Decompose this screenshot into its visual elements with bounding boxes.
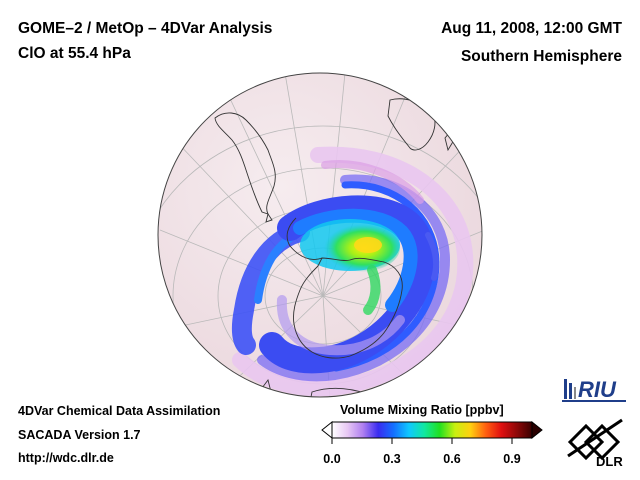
subtitle-right: Southern Hemisphere bbox=[460, 48, 622, 65]
colorbar-tick-label: 0.6 bbox=[443, 452, 461, 466]
colorbar bbox=[321, 420, 543, 444]
colorbar-title: Volume Mixing Ratio [ppbv] bbox=[340, 403, 504, 417]
colorbar-tick-label: 0.0 bbox=[323, 452, 341, 466]
title-right: Aug 11, 2008, 12:00 GMT bbox=[441, 20, 622, 37]
globe-outline bbox=[157, 72, 483, 398]
colorbar-max-arrow bbox=[531, 420, 543, 440]
colorbar-min-arrow bbox=[321, 420, 333, 440]
footer-line-3: http://wdc.dlr.de bbox=[18, 451, 114, 465]
colorbar-tick-label: 0.3 bbox=[383, 452, 401, 466]
title-left: GOME–2 / MetOp – 4DVar Analysis bbox=[18, 20, 273, 37]
colorbar-tick-label: 0.9 bbox=[503, 452, 521, 466]
riu-logo-text: RIU bbox=[578, 377, 617, 402]
riu-logo: RIU bbox=[562, 377, 626, 402]
clo-field bbox=[231, 146, 474, 397]
riu-logo-mark bbox=[564, 379, 576, 399]
footer-line-1: 4DVar Chemical Data Assimilation bbox=[18, 404, 221, 418]
footer-line-2: SACADA Version 1.7 bbox=[18, 428, 141, 442]
subtitle-left: ClO at 55.4 hPa bbox=[18, 45, 131, 62]
dlr-logo-text: DLR bbox=[596, 454, 623, 468]
dlr-logo-mark bbox=[567, 418, 623, 461]
colorbar-bar bbox=[331, 421, 533, 439]
colorbar-ticks bbox=[331, 438, 513, 444]
dlr-logo: DLR bbox=[567, 418, 623, 468]
